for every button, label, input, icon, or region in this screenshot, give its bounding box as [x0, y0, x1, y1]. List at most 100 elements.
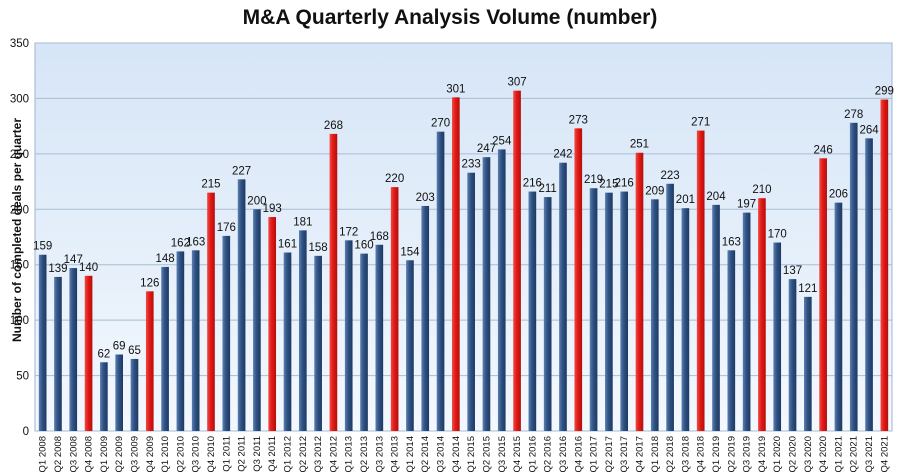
data-label: 158	[309, 242, 328, 254]
data-label: 268	[324, 120, 343, 132]
y-tick-label: 0	[23, 426, 29, 438]
x-tick-label: Q1 2018	[650, 436, 661, 472]
data-label: 215	[201, 179, 220, 191]
bar	[344, 240, 353, 431]
x-tick-label: Q1 2020	[772, 436, 783, 472]
bar-q4	[635, 152, 644, 431]
data-label: 148	[155, 253, 174, 265]
y-tick-label: 250	[10, 149, 29, 161]
y-tick-label: 350	[10, 38, 29, 50]
data-label: 69	[113, 341, 126, 353]
data-label: 246	[814, 144, 833, 156]
data-label: 162	[171, 237, 190, 249]
bar	[650, 199, 659, 431]
bar	[421, 205, 430, 431]
bar	[69, 268, 78, 431]
bar	[773, 242, 782, 431]
bar-q4	[452, 97, 460, 431]
bar	[605, 192, 613, 431]
x-tick-label: Q2 2014	[420, 436, 431, 472]
data-label: 216	[615, 178, 634, 190]
x-tick-label: Q4 2014	[451, 436, 462, 472]
data-label: 219	[584, 174, 603, 186]
x-tick-label: Q3 2016	[558, 436, 569, 472]
data-label: 278	[844, 109, 863, 121]
x-tick-label: Q4 2020	[818, 436, 829, 472]
data-label: 154	[400, 246, 420, 258]
x-tick-label: Q4 2013	[390, 436, 401, 472]
x-tick-label: Q3 2008	[68, 436, 79, 472]
x-tick-label: Q2 2009	[114, 436, 125, 472]
data-label: 139	[48, 263, 67, 275]
x-tick-label: Q4 2011	[267, 436, 278, 472]
bar	[130, 358, 139, 431]
bars	[38, 90, 889, 432]
x-tick-label: Q2 2010	[175, 436, 186, 472]
data-label: 301	[446, 83, 465, 95]
data-label: 209	[645, 185, 664, 197]
bar	[222, 235, 231, 431]
x-tick-label: Q1 2011	[221, 436, 232, 472]
y-tick-label: 150	[10, 260, 29, 272]
bar	[804, 296, 812, 431]
data-label: 197	[737, 199, 756, 211]
x-tick-label: Q3 2015	[497, 436, 508, 472]
x-tick-label: Q2 2011	[237, 436, 248, 472]
x-tick-label: Q2 2017	[604, 436, 615, 472]
x-tick-label: Q4 2008	[84, 436, 95, 472]
bar-q4	[329, 133, 338, 431]
data-label: 163	[186, 236, 205, 248]
data-label: 204	[706, 191, 726, 203]
x-tick-label: Q1 2010	[160, 436, 171, 472]
bar	[176, 251, 185, 431]
data-label: 216	[523, 178, 542, 190]
bar	[253, 209, 261, 431]
bar	[115, 354, 123, 431]
x-tick-label: Q3 2020	[803, 436, 814, 472]
bar	[100, 362, 108, 431]
x-tick-label: Q3 2019	[742, 436, 753, 472]
x-tick-label: Q1 2019	[711, 436, 722, 472]
data-label: 170	[768, 229, 787, 241]
data-label: 247	[477, 143, 496, 155]
x-tick-label: Q3 2013	[374, 436, 385, 472]
x-tick-label: Q4 2018	[696, 436, 707, 472]
bar	[436, 131, 445, 431]
bar	[742, 212, 751, 431]
x-tick-label: Q3 2021	[864, 436, 875, 472]
x-tick-label: Q4 2015	[512, 436, 523, 472]
bar	[865, 138, 873, 431]
bar	[283, 252, 292, 431]
x-tick-label: Q3 2009	[129, 436, 140, 472]
x-tick-label: Q2 2015	[481, 436, 492, 472]
data-label: 254	[492, 135, 512, 147]
x-tick-label: Q3 2014	[436, 436, 447, 472]
data-label: 264	[859, 124, 879, 136]
y-tick-label: 100	[10, 315, 29, 327]
bar	[406, 260, 414, 431]
x-tick-label: Q1 2009	[99, 436, 110, 472]
data-label: 270	[431, 118, 450, 130]
x-tick-label: Q2 2013	[359, 436, 370, 472]
data-label: 200	[247, 195, 266, 207]
x-tick-label: Q1 2021	[833, 436, 844, 472]
bar	[467, 172, 475, 431]
bar	[237, 179, 246, 431]
bar-q4	[145, 291, 154, 431]
bar-q4	[819, 158, 827, 431]
x-tick-label: Q4 2010	[206, 436, 217, 472]
data-label: 65	[128, 345, 141, 357]
bar	[528, 191, 537, 431]
data-label: 172	[339, 226, 358, 238]
data-label: 147	[64, 254, 83, 266]
data-label: 121	[798, 283, 817, 295]
bar-q4	[390, 187, 399, 431]
bar-q4	[696, 130, 705, 431]
x-tick-label: Q2 2012	[298, 436, 309, 472]
x-tick-label: Q1 2014	[405, 436, 416, 472]
bar	[191, 250, 200, 431]
data-label: 206	[829, 189, 848, 201]
data-label: 242	[553, 149, 572, 161]
